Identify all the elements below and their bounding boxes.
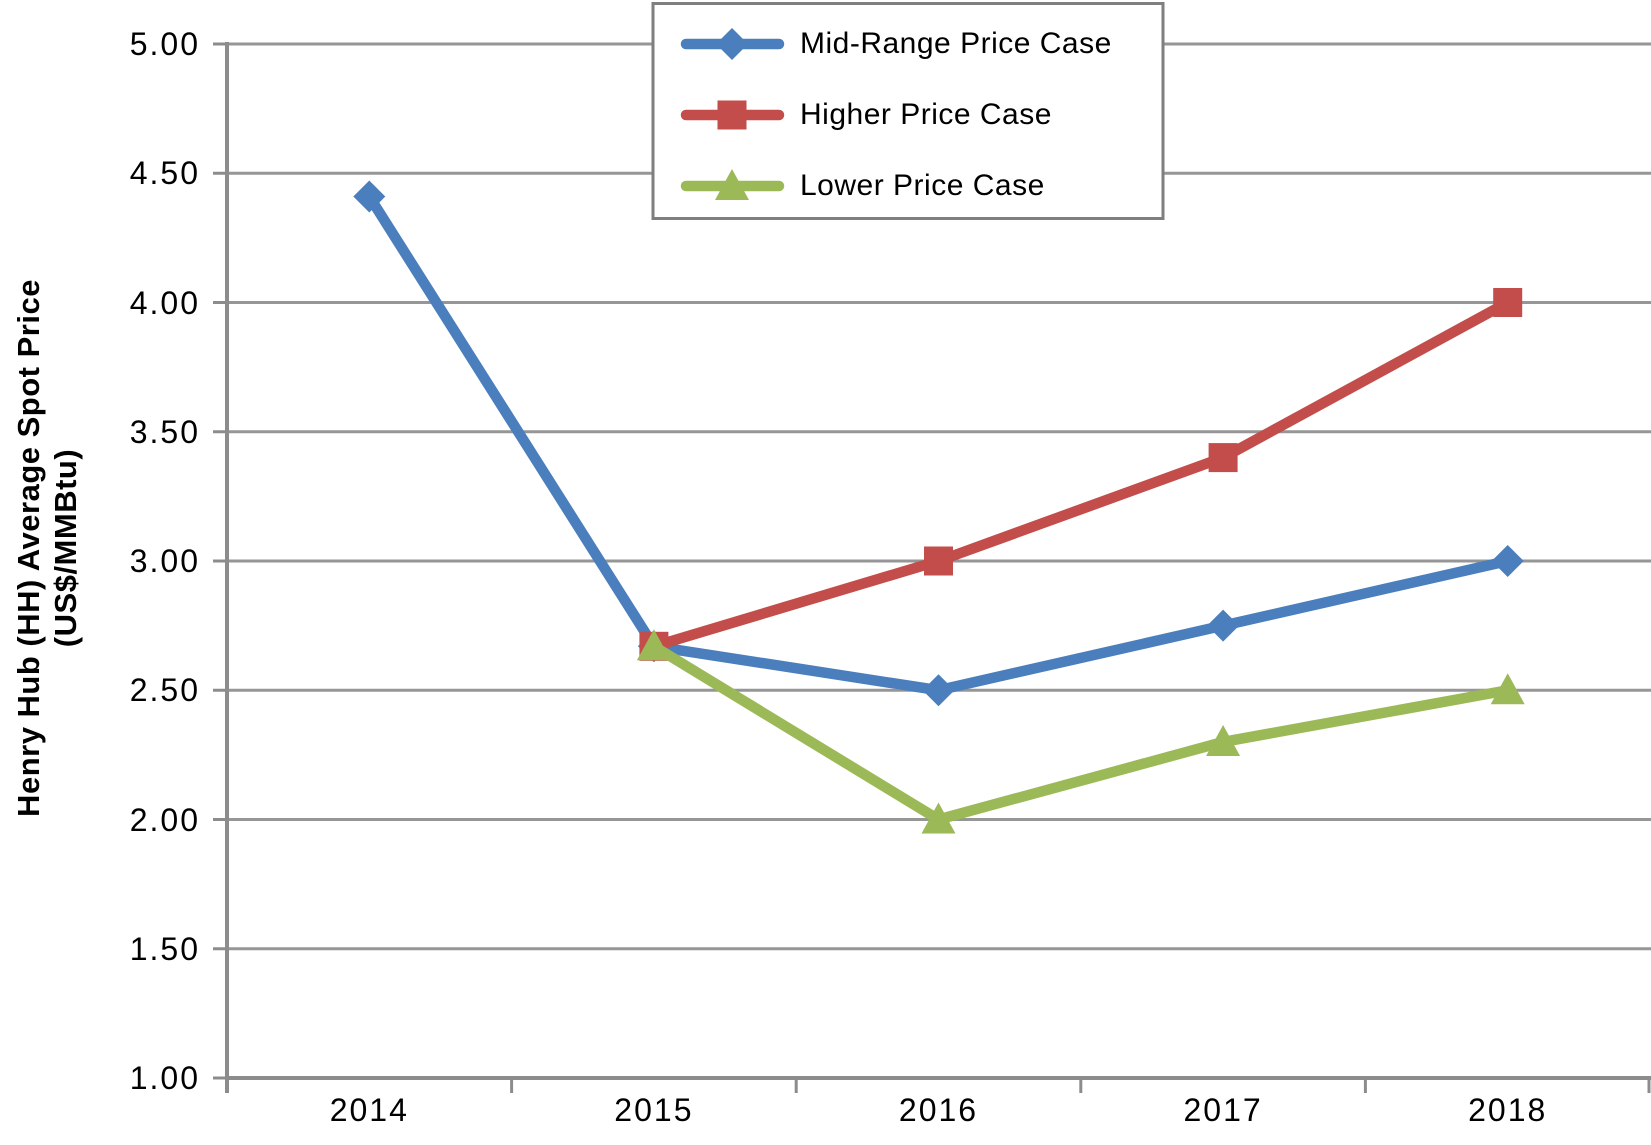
data-marker-diamond <box>353 180 386 213</box>
legend-label-higher: Higher Price Case <box>800 98 1052 131</box>
y-tick-label: 3.50 <box>129 413 200 450</box>
series-line <box>364 191 1513 696</box>
x-category-label: 2017 <box>1183 1092 1263 1128</box>
legend-marker-triangle <box>715 169 749 200</box>
data-marker-diamond <box>1207 609 1240 642</box>
y-tick-label: 4.50 <box>129 155 200 192</box>
data-marker-triangle <box>636 629 671 661</box>
series-line <box>648 641 1513 825</box>
y-tick-label: 2.50 <box>129 672 200 709</box>
data-marker-diamond <box>1491 545 1524 577</box>
y-axis-title-line1: Henry Hub (HH) Average Spot Price <box>11 279 46 817</box>
y-axis-title: Henry Hub (HH) Average Spot Price (US$/M… <box>10 118 84 978</box>
x-category-label: 2014 <box>329 1092 409 1128</box>
y-tick-label: 5.00 <box>129 26 200 62</box>
y-tick-label: 1.50 <box>129 930 200 967</box>
data-marker-triangle <box>921 802 956 834</box>
legend-marker-square <box>717 100 747 130</box>
legend-marker-diamond <box>716 28 748 60</box>
x-category-label: 2018 <box>1468 1092 1548 1128</box>
y-tick-label: 2.00 <box>129 801 200 838</box>
legend-label-mid-range: Mid-Range Price Case <box>800 27 1112 60</box>
data-marker-triangle <box>1490 673 1525 705</box>
x-category-label: 2015 <box>614 1092 694 1128</box>
y-tick-label: 4.00 <box>129 284 200 321</box>
y-axis-title-line2: (US$/MMBtu) <box>48 448 83 648</box>
legend-label-lower: Lower Price Case <box>800 169 1045 202</box>
x-category-label: 2016 <box>898 1092 979 1128</box>
y-tick-label: 1.00 <box>129 1060 200 1096</box>
data-marker-square <box>1208 443 1238 473</box>
data-marker-triangle <box>1206 724 1241 756</box>
data-marker-square <box>1493 288 1523 317</box>
series-line <box>648 297 1513 652</box>
data-marker-square <box>924 546 953 576</box>
y-tick-label: 3.00 <box>129 543 200 579</box>
data-marker-diamond <box>922 674 955 707</box>
